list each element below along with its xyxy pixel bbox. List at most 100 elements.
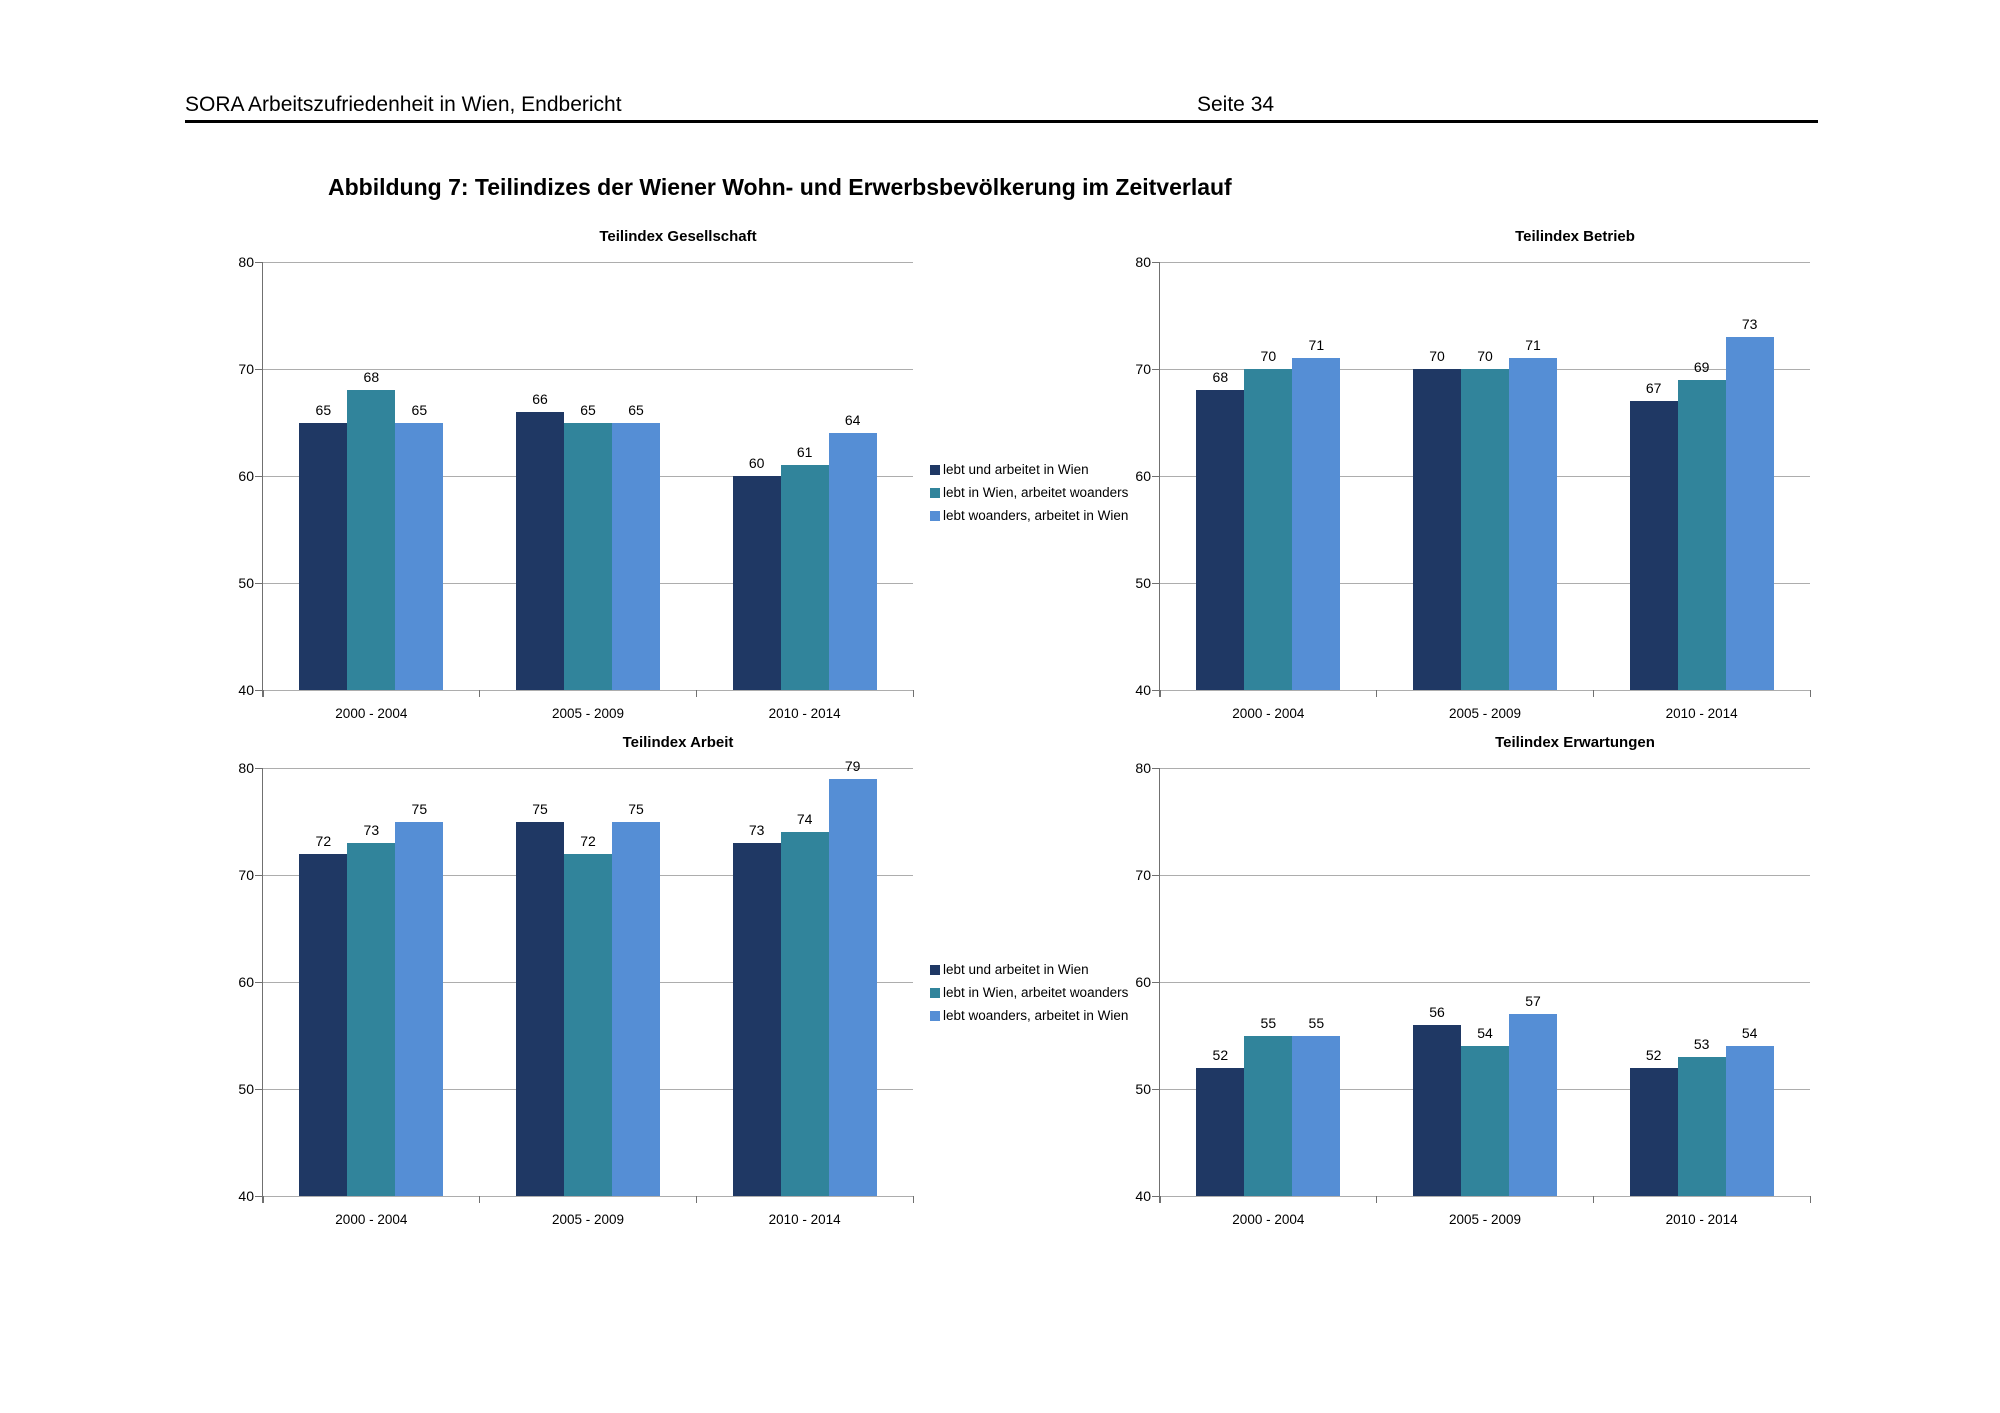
bar xyxy=(1461,1046,1509,1196)
bar xyxy=(1509,1014,1557,1196)
bar-value-label: 55 xyxy=(1260,1014,1277,1031)
gridline xyxy=(263,1195,913,1197)
y-axis-tick xyxy=(255,261,262,263)
chart-title: Teilindex Betrieb xyxy=(1515,228,1635,245)
y-axis-tick xyxy=(255,1088,262,1090)
chart-teilindex-arbeit: Teilindex Arbeit 72 73 75 75 72 75 73 74 79 80 70 60… xyxy=(235,734,940,1249)
y-axis-tick xyxy=(255,1195,262,1197)
bar-value-label: 73 xyxy=(363,821,380,838)
bar xyxy=(1629,1067,1678,1196)
legend-label: lebt in Wien, arbeitet woanders xyxy=(943,485,1129,500)
y-axis-tick-label: 50 xyxy=(1135,1081,1151,1097)
plot-area: 68 70 71 70 70 71 67 69 73 xyxy=(1152,261,1811,697)
bar-value-label: 73 xyxy=(1741,315,1758,332)
gridline xyxy=(1160,689,1810,691)
chart-title: Teilindex Arbeit xyxy=(622,734,734,751)
bar-value-label: 60 xyxy=(748,455,765,471)
x-axis-tick xyxy=(1592,690,1594,697)
legend-bottom-row: lebt und arbeitet in Wien lebt in Wien, a… xyxy=(930,958,1145,1027)
y-axis-tick-label: 50 xyxy=(1135,575,1151,591)
y-axis-tick-label: 40 xyxy=(238,1188,254,1204)
bar xyxy=(828,433,877,690)
chart-teilindex-betrieb: Teilindex Betrieb 68 70 71 70 70 71 67 69 73 80 70 6… xyxy=(1132,228,1837,743)
bar-value-label: 75 xyxy=(628,800,644,817)
bar xyxy=(1413,369,1461,690)
bar xyxy=(612,821,660,1196)
bar-value-label: 65 xyxy=(315,401,332,418)
gridline xyxy=(263,261,913,263)
x-axis-tick xyxy=(695,1196,697,1203)
bar-value-label: 53 xyxy=(1693,1035,1710,1052)
bar-value-label: 66 xyxy=(532,390,548,407)
bar xyxy=(732,842,781,1196)
y-axis-tick xyxy=(255,981,262,983)
bar-value-label: 72 xyxy=(580,832,596,849)
bar-value-label: 73 xyxy=(748,821,765,838)
x-axis-tick xyxy=(1592,1196,1594,1203)
bar xyxy=(395,422,444,690)
bar xyxy=(1292,1035,1341,1196)
y-axis-line xyxy=(1159,768,1160,1203)
y-axis-tick-label: 40 xyxy=(1135,1188,1151,1204)
x-axis-tick xyxy=(1376,690,1378,697)
bar-value-label: 61 xyxy=(796,444,813,461)
bar-value-label: 67 xyxy=(1645,380,1662,397)
bar-value-label: 54 xyxy=(1741,1025,1758,1042)
chart-title: Teilindex Erwartungen xyxy=(1495,734,1655,751)
y-axis-tick xyxy=(1152,1195,1159,1197)
y-axis-tick xyxy=(255,689,262,691)
y-axis-tick-label: 60 xyxy=(238,974,254,990)
y-axis-tick-label: 80 xyxy=(238,760,254,776)
y-axis-tick xyxy=(255,582,262,584)
y-axis-tick-label: 80 xyxy=(238,254,254,270)
y-axis-line xyxy=(262,768,263,1203)
x-axis-tick xyxy=(912,1196,914,1203)
bar xyxy=(780,465,829,690)
y-axis-tick-label: 50 xyxy=(238,575,254,591)
gridline xyxy=(1160,874,1810,876)
bar xyxy=(732,476,781,690)
bar xyxy=(1244,1035,1293,1196)
bar-value-label: 65 xyxy=(411,401,428,418)
bar xyxy=(828,778,877,1196)
legend-swatch xyxy=(930,987,940,998)
x-axis-category-label: 2000 - 2004 xyxy=(335,706,408,721)
plot-area: 72 73 75 75 72 75 73 74 79 xyxy=(255,758,914,1203)
y-axis-tick-label: 60 xyxy=(238,468,254,484)
legend-item: lebt woanders, arbeitet in Wien xyxy=(930,1004,1145,1027)
bar-value-label: 74 xyxy=(796,811,813,828)
bar xyxy=(564,422,612,690)
y-axis-tick xyxy=(1152,689,1159,691)
bar-value-label: 54 xyxy=(1477,1025,1493,1042)
bar-value-label: 75 xyxy=(532,800,548,817)
bar xyxy=(1413,1024,1461,1196)
x-axis-tick xyxy=(695,690,697,697)
x-axis-tick xyxy=(1159,1196,1161,1203)
x-axis-tick xyxy=(1159,690,1161,697)
x-axis-category-label: 2000 - 2004 xyxy=(335,1212,408,1227)
legend-swatch xyxy=(930,487,940,498)
y-axis-tick xyxy=(255,767,262,769)
y-axis-tick-label: 60 xyxy=(1135,974,1151,990)
legend-top-row: lebt und arbeitet in Wien lebt in Wien, a… xyxy=(930,458,1145,527)
bar xyxy=(1677,1056,1726,1196)
bar-value-label: 68 xyxy=(363,369,380,386)
x-axis-tick xyxy=(1809,1196,1811,1203)
bar-value-label: 69 xyxy=(1693,358,1710,375)
legend-item: lebt in Wien, arbeitet woanders xyxy=(930,981,1145,1004)
bar-value-label: 56 xyxy=(1429,1003,1445,1020)
legend-item: lebt woanders, arbeitet in Wien xyxy=(930,504,1145,527)
legend-label: lebt in Wien, arbeitet woanders xyxy=(943,985,1129,1000)
bar xyxy=(1725,1046,1774,1196)
y-axis-tick xyxy=(1152,981,1159,983)
legend-label: lebt woanders, arbeitet in Wien xyxy=(943,1008,1129,1023)
x-axis-category-label: 2005 - 2009 xyxy=(1448,1212,1522,1227)
legend-swatch xyxy=(930,510,940,521)
x-axis-tick xyxy=(479,1196,481,1203)
bar-value-label: 71 xyxy=(1525,337,1541,354)
legend-item: lebt in Wien, arbeitet woanders xyxy=(930,481,1145,504)
chart-title: Teilindex Gesellschaft xyxy=(599,228,757,245)
bar xyxy=(395,821,444,1196)
bar-value-label: 72 xyxy=(315,832,332,849)
